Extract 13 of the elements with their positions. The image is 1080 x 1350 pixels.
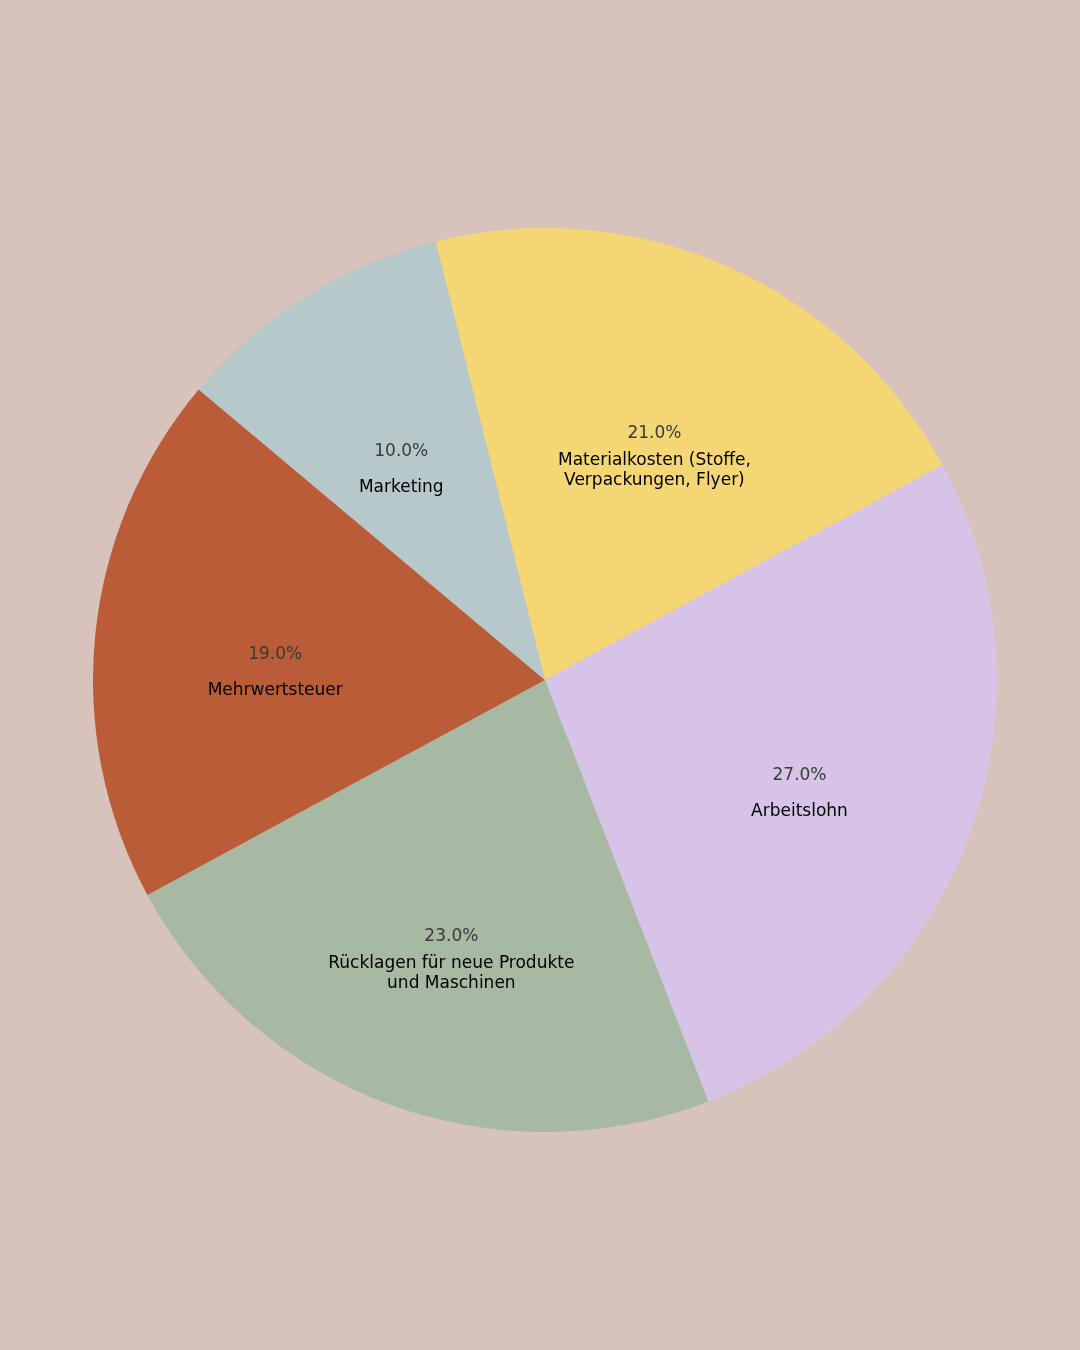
slice-label: Arbeitslohn — [751, 799, 848, 820]
data-label: 21.0% — [627, 421, 682, 442]
data-label: 10.0% — [374, 440, 429, 461]
pie-slice — [93, 389, 545, 895]
pie-slice — [198, 241, 545, 680]
data-label: 19.0% — [248, 642, 303, 663]
slice-label: Materialkosten (Stoffe, Verpackungen, Flyer) — [557, 448, 751, 489]
data-label: 27.0% — [772, 763, 827, 784]
pie-slice — [147, 680, 709, 1132]
slice-label: Mehrwertsteuer — [207, 678, 343, 699]
slice-label: Marketing — [358, 476, 444, 497]
slice-label: Rücklagen für neue Produkte und Maschinen — [328, 951, 575, 992]
data-label: 23.0% — [424, 924, 479, 945]
